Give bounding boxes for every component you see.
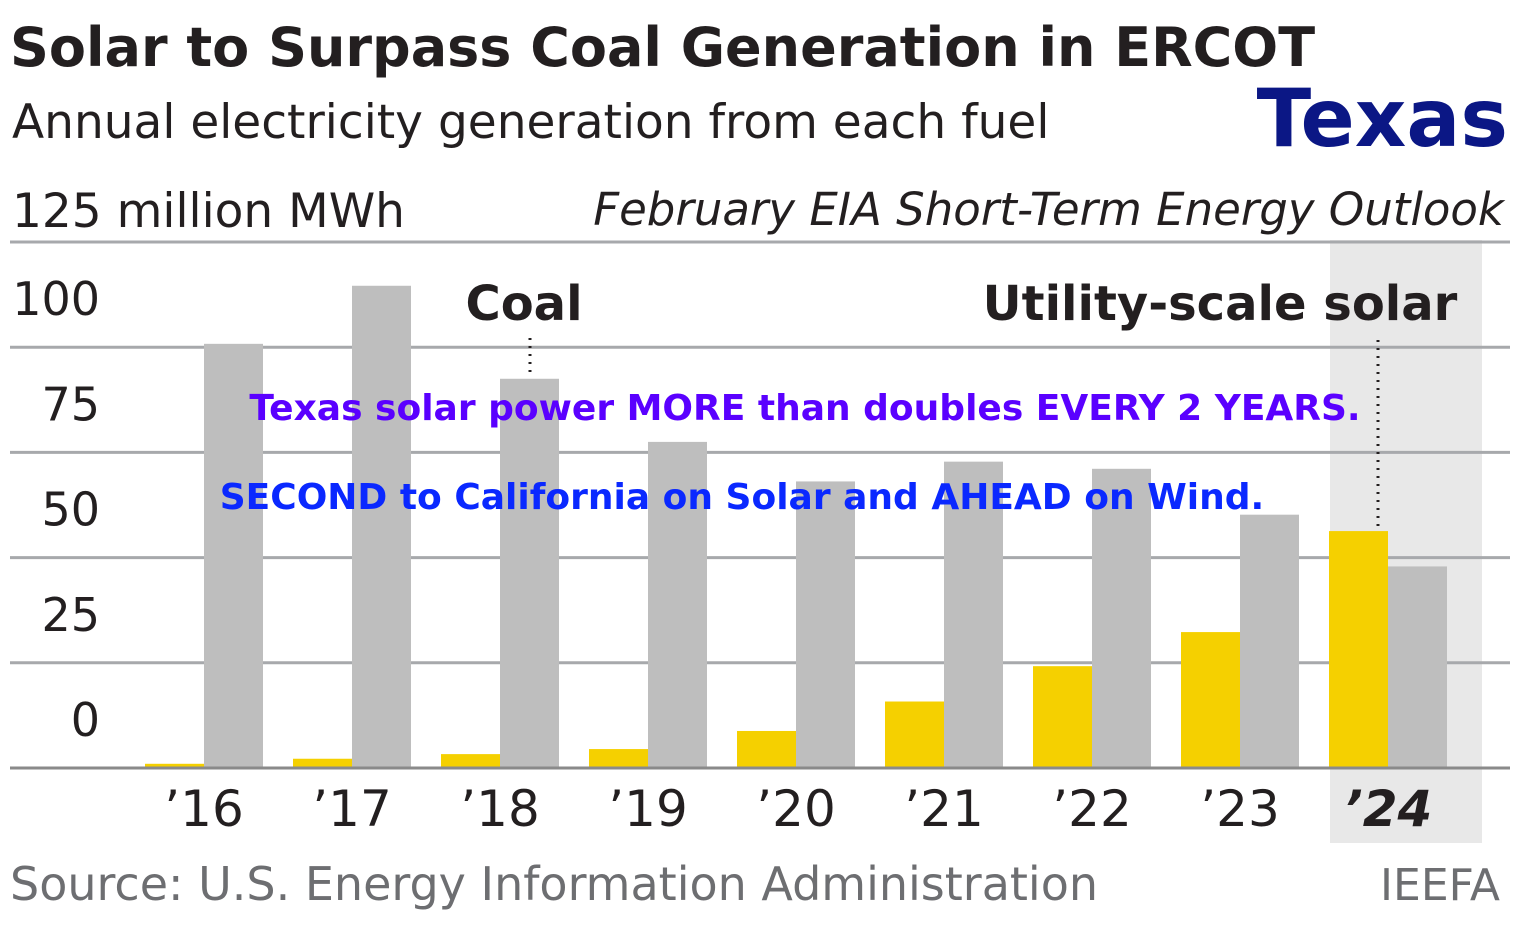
overlay-state-label: Texas — [1257, 72, 1508, 165]
y-axis-unit-label: 125 million MWh — [12, 184, 405, 239]
bar-coal — [204, 343, 263, 768]
x-tick-label: ’18 — [460, 780, 540, 838]
overlay-annotation-1: Texas solar power MORE than doubles EVER… — [249, 388, 1360, 429]
bar-coal — [1240, 514, 1299, 768]
bar-coal — [1388, 566, 1447, 768]
bar-coal — [500, 378, 559, 768]
y-tick-label: 50 — [41, 483, 100, 537]
chart-title: Solar to Surpass Coal Generation in ERCO… — [10, 16, 1315, 79]
bar-coal — [1092, 468, 1151, 768]
bar-solar — [145, 763, 204, 768]
source-note: Source: U.S. Energy Information Administ… — [10, 857, 1098, 911]
x-tick-label: ’21 — [904, 780, 984, 838]
bar-solar — [1181, 632, 1240, 768]
overlay-annotation-2: SECOND to California on Solar and AHEAD … — [220, 477, 1264, 518]
x-axis-tick-labels: ’16 ’17 ’18 ’19 ’20 ’21 ’22 ’23 ’24 — [164, 780, 1432, 838]
bar-solar — [737, 730, 796, 768]
y-axis-tick-labels: 0 25 50 75 100 — [12, 272, 100, 747]
chart-note: February EIA Short-Term Energy Outlook — [593, 183, 1506, 236]
bar-coal — [944, 461, 1003, 768]
x-tick-label: ’23 — [1200, 780, 1280, 838]
series-label-solar: Utility-scale solar — [983, 276, 1458, 332]
y-tick-label: 75 — [41, 377, 100, 431]
bar-coal — [648, 441, 707, 768]
y-tick-label: 25 — [41, 588, 100, 642]
bar-solar — [1033, 666, 1092, 768]
chart-subtitle: Annual electricity generation from each … — [12, 95, 1049, 150]
x-tick-label: ’24 — [1344, 780, 1433, 838]
bar-coal — [796, 481, 855, 768]
x-tick-label: ’20 — [756, 780, 836, 838]
x-tick-label: ’19 — [608, 780, 688, 838]
bar-coal — [352, 285, 411, 768]
series-label-coal: Coal — [465, 276, 582, 332]
credit-label: IEEFA — [1380, 860, 1500, 911]
bar-solar — [293, 758, 352, 768]
x-tick-label: ’16 — [164, 780, 244, 838]
bar-solar — [441, 754, 500, 768]
bar-solar — [885, 701, 944, 768]
bar-solar — [589, 749, 648, 768]
x-tick-label: ’17 — [312, 780, 392, 838]
y-tick-label: 0 — [71, 693, 100, 747]
bars — [145, 285, 1447, 768]
bar-solar — [1329, 531, 1388, 768]
y-tick-label: 100 — [12, 272, 100, 326]
x-tick-label: ’22 — [1052, 780, 1132, 838]
